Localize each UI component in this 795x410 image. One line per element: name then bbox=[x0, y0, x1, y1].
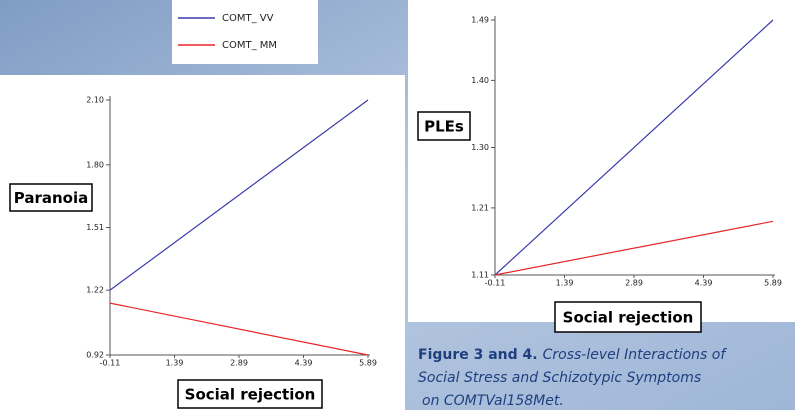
series-line bbox=[494, 220, 774, 276]
caption-label: Figure 3 and 4. bbox=[418, 347, 538, 363]
y-tick-label: 1.40 bbox=[471, 76, 489, 85]
x-tick-label: 5.89 bbox=[359, 359, 377, 368]
y-tick-label: 1.11 bbox=[471, 271, 489, 280]
x-label-box bbox=[177, 379, 323, 409]
legend-box bbox=[172, 0, 318, 64]
y-tick-label: 1.22 bbox=[86, 286, 104, 295]
x-tick-label: 4.39 bbox=[695, 279, 713, 288]
series-line bbox=[109, 302, 369, 356]
caption-line: Social Stress and Schizotypic Symptoms bbox=[418, 370, 701, 386]
series-line bbox=[109, 99, 369, 291]
legend-label: COMT_ VV bbox=[222, 13, 274, 24]
x-tick-label: 5.89 bbox=[764, 279, 782, 288]
y-tick-label: 1.21 bbox=[471, 203, 489, 212]
y-axis-label: PLEs bbox=[424, 118, 464, 136]
panel-right bbox=[408, 0, 795, 322]
x-tick-label: 2.89 bbox=[230, 359, 248, 368]
y-tick-label: 1.80 bbox=[86, 160, 104, 169]
caption: Figure 3 and 4. Cross-level Interactions … bbox=[418, 347, 727, 409]
caption-line: Cross-level Interactions of bbox=[543, 347, 728, 363]
series-line bbox=[494, 19, 774, 276]
y-tick-label: 0.92 bbox=[86, 351, 104, 360]
caption-line: on COMTVal158Met. bbox=[422, 393, 564, 409]
x-tick-label: -0.11 bbox=[485, 279, 506, 288]
x-label-box bbox=[554, 301, 702, 333]
legend-label: COMT_ MM bbox=[222, 40, 277, 51]
x-tick-label: 1.39 bbox=[556, 279, 574, 288]
x-tick-label: 4.39 bbox=[295, 359, 313, 368]
y-tick-label: 1.30 bbox=[471, 143, 489, 152]
y-axis-label: Paranoia bbox=[14, 189, 88, 207]
x-tick-label: 1.39 bbox=[166, 359, 184, 368]
x-axis-label: Social rejection bbox=[185, 386, 316, 404]
y-label-box bbox=[9, 183, 93, 212]
panel-left bbox=[0, 75, 405, 410]
y-tick-label: 2.10 bbox=[86, 96, 104, 105]
x-axis-label: Social rejection bbox=[563, 309, 694, 327]
x-tick-label: -0.11 bbox=[100, 359, 121, 368]
y-tick-label: 1.51 bbox=[86, 223, 104, 232]
y-label-box bbox=[417, 111, 471, 141]
y-tick-label: 1.49 bbox=[471, 16, 489, 25]
x-tick-label: 2.89 bbox=[625, 279, 643, 288]
